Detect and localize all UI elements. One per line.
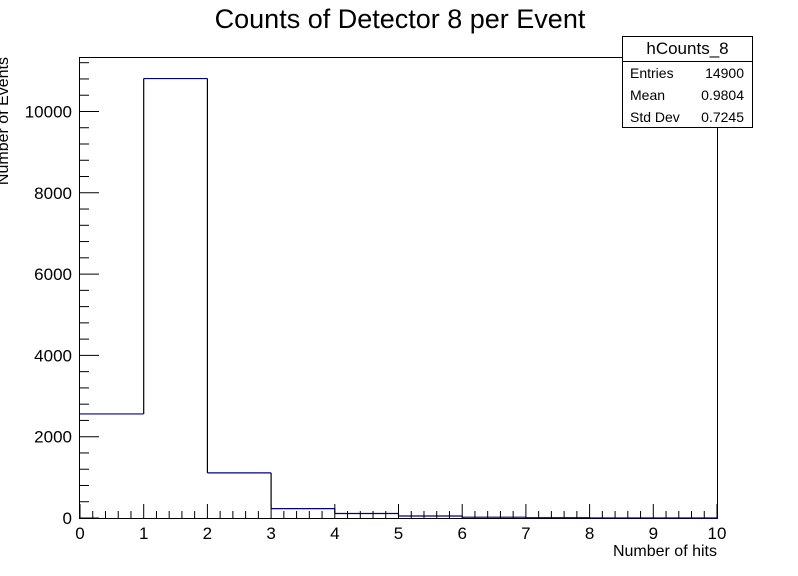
x-tick-label: 5 [394,524,403,543]
y-tick-label: 6000 [34,265,72,284]
stats-label: Mean [630,87,666,103]
stats-value: 0.9804 [701,87,744,103]
x-axis: 0 1 2 3 4 5 6 7 8 9 10 [75,504,726,543]
x-tick-label: 8 [585,524,594,543]
x-tick-label: 1 [139,524,148,543]
x-tick-label: 0 [75,524,84,543]
stats-row-stddev: Std Dev 0.7245 [623,106,752,128]
x-tick-label: 9 [649,524,658,543]
plot-frame [79,57,718,519]
stats-row-mean: Mean 0.9804 [623,84,752,106]
x-tick-label: 10 [708,524,727,543]
stats-row-entries: Entries 14900 [623,62,752,84]
y-axis-label: Number of Events [0,57,12,185]
y-tick-label: 0 [63,509,72,528]
y-tick-label: 2000 [34,428,72,447]
x-tick-label: 6 [457,524,466,543]
y-tick-label: 8000 [34,184,72,203]
histogram-bars [80,77,717,519]
stats-value: 14900 [705,65,744,81]
stats-label: Entries [630,65,674,81]
x-tick-label: 7 [521,524,530,543]
x-tick-label: 2 [203,524,212,543]
y-tick-label: 10000 [25,102,72,121]
chart-title: Counts of Detector 8 per Event [215,4,586,34]
x-tick-label: 3 [266,524,275,543]
stats-value: 0.7245 [701,109,744,125]
y-axis: 0 2000 4000 6000 8000 10000 [25,62,99,528]
stats-label: Std Dev [630,109,680,125]
x-axis-label: Number of hits [613,543,717,560]
y-tick-label: 4000 [34,346,72,365]
stats-title: hCounts_8 [623,37,752,62]
x-tick-label: 4 [330,524,339,543]
stats-box: hCounts_8 Entries 14900 Mean 0.9804 Std … [622,36,753,128]
